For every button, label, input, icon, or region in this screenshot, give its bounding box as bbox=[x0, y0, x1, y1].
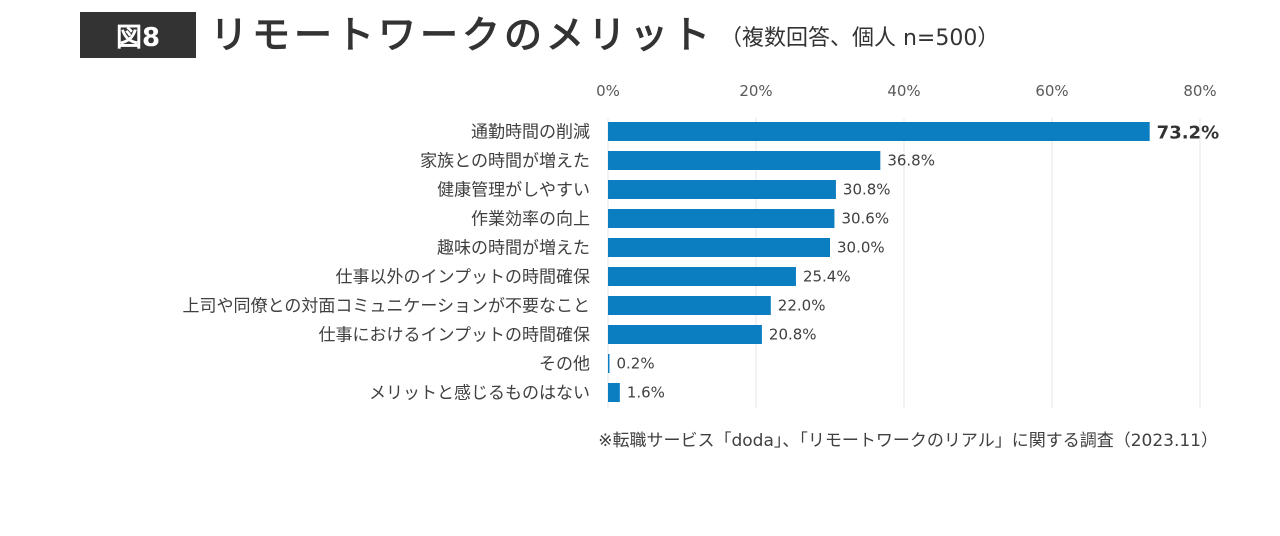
bar-5 bbox=[608, 238, 830, 257]
chart-subtitle: （複数回答、個人 n=500） bbox=[720, 26, 1000, 51]
title-row: 図8 リモートワークのメリット （複数回答、個人 n=500） bbox=[80, 10, 1260, 60]
bar-3 bbox=[608, 180, 836, 199]
data-label: 20.8% bbox=[769, 326, 817, 344]
data-label: 22.0% bbox=[778, 297, 826, 315]
data-label: 36.8% bbox=[887, 152, 935, 170]
data-label: 1.6% bbox=[627, 384, 665, 402]
bar-6 bbox=[608, 267, 796, 286]
category-label: 仕事におけるインプットの時間確保 bbox=[319, 326, 591, 346]
category-label: 家族との時間が増えた bbox=[420, 152, 590, 172]
x-tick-label: 20% bbox=[739, 82, 772, 100]
category-label: メリットと感じるものはない bbox=[369, 384, 590, 404]
category-label: 作業効率の向上 bbox=[471, 210, 590, 230]
chart-title: リモートワークのメリット bbox=[210, 13, 715, 57]
data-label: 30.0% bbox=[837, 239, 885, 257]
category-label: 通勤時間の削減 bbox=[471, 123, 590, 143]
bar-2 bbox=[608, 151, 881, 170]
figure-badge: 図8 bbox=[80, 12, 196, 58]
bar-1 bbox=[608, 122, 1150, 141]
category-label: 上司や同僚との対面コミュニケーションが不要なこと bbox=[183, 297, 591, 317]
category-label: その他 bbox=[539, 355, 590, 375]
category-label: 仕事以外のインプットの時間確保 bbox=[336, 268, 591, 288]
source-note: ※転職サービス「doda」、「リモートワークのリアル」に関する調査（2023.1… bbox=[598, 431, 1218, 451]
bar-7 bbox=[608, 296, 771, 315]
bar-8 bbox=[608, 325, 762, 344]
data-label: 0.2% bbox=[617, 355, 655, 373]
x-tick-label: 80% bbox=[1183, 82, 1216, 100]
data-label: 73.2% bbox=[1157, 123, 1219, 144]
bar-4 bbox=[608, 209, 835, 228]
data-label: 25.4% bbox=[803, 268, 851, 286]
bar-10 bbox=[608, 383, 620, 402]
data-label: 30.8% bbox=[843, 181, 891, 199]
x-tick-label: 40% bbox=[887, 82, 920, 100]
x-tick-label: 0% bbox=[596, 82, 620, 100]
category-label: 趣味の時間が増えた bbox=[437, 239, 590, 259]
bar-9 bbox=[608, 354, 610, 373]
data-label: 30.6% bbox=[841, 210, 889, 228]
category-label: 健康管理がしやすい bbox=[437, 181, 590, 201]
x-tick-label: 60% bbox=[1035, 82, 1068, 100]
